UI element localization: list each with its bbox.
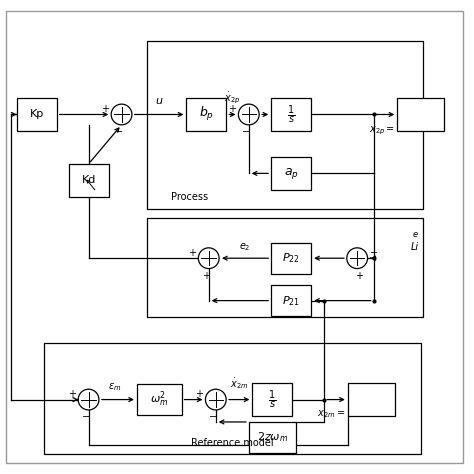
Text: $\dot{x}_{2p}$: $\dot{x}_{2p}$ (224, 91, 241, 106)
Circle shape (238, 104, 259, 125)
Text: $b_p$: $b_p$ (199, 106, 214, 124)
Text: Kd: Kd (82, 175, 96, 185)
Circle shape (205, 389, 226, 410)
Text: +: + (195, 389, 203, 399)
Text: $\varepsilon_m$: $\varepsilon_m$ (109, 382, 122, 393)
FancyBboxPatch shape (271, 285, 311, 316)
Text: −: − (115, 127, 123, 137)
Text: −: − (82, 412, 90, 422)
FancyBboxPatch shape (6, 11, 463, 463)
Text: +: + (188, 247, 196, 257)
Text: $a_p$: $a_p$ (284, 166, 299, 181)
Text: Process: Process (171, 191, 208, 201)
Text: $e$: $e$ (411, 230, 419, 239)
FancyBboxPatch shape (69, 164, 109, 197)
FancyBboxPatch shape (147, 41, 423, 209)
Circle shape (111, 104, 132, 125)
FancyBboxPatch shape (271, 98, 311, 131)
Text: $P_{22}$: $P_{22}$ (283, 251, 300, 265)
FancyBboxPatch shape (249, 422, 296, 453)
Text: $\frac{1}{s}$: $\frac{1}{s}$ (268, 388, 276, 411)
FancyBboxPatch shape (271, 243, 311, 273)
FancyBboxPatch shape (186, 98, 227, 131)
Text: $P_{21}$: $P_{21}$ (282, 294, 300, 308)
Text: +: + (228, 104, 236, 114)
Circle shape (78, 389, 99, 410)
Text: −: − (370, 247, 378, 257)
FancyBboxPatch shape (147, 218, 423, 317)
Text: −: − (210, 412, 218, 422)
Text: +: + (68, 389, 76, 399)
Text: −: − (242, 127, 250, 137)
Circle shape (347, 248, 367, 269)
Text: $u$: $u$ (155, 96, 164, 106)
FancyBboxPatch shape (348, 383, 395, 416)
FancyBboxPatch shape (17, 98, 57, 131)
Text: $\omega_m^2$: $\omega_m^2$ (150, 390, 168, 410)
Circle shape (198, 248, 219, 269)
Text: Kp: Kp (29, 109, 44, 119)
FancyBboxPatch shape (137, 384, 182, 415)
Text: $2z\omega_m$: $2z\omega_m$ (257, 430, 288, 444)
FancyBboxPatch shape (252, 383, 292, 416)
Text: $x_{2m}=$: $x_{2m}=$ (317, 408, 346, 419)
FancyBboxPatch shape (44, 343, 421, 454)
Text: $\frac{1}{s}$: $\frac{1}{s}$ (287, 103, 295, 126)
FancyBboxPatch shape (397, 98, 444, 131)
Text: +: + (356, 271, 364, 281)
Text: $e_2$: $e_2$ (239, 241, 251, 253)
Text: +: + (202, 271, 210, 281)
Text: Li: Li (410, 242, 419, 252)
Text: $\dot{x}_{2m}$: $\dot{x}_{2m}$ (230, 376, 248, 391)
Text: $x_{2p}=$: $x_{2p}=$ (369, 125, 395, 137)
Text: Reference model: Reference model (191, 438, 273, 448)
Text: +: + (101, 104, 109, 114)
FancyBboxPatch shape (271, 157, 311, 190)
